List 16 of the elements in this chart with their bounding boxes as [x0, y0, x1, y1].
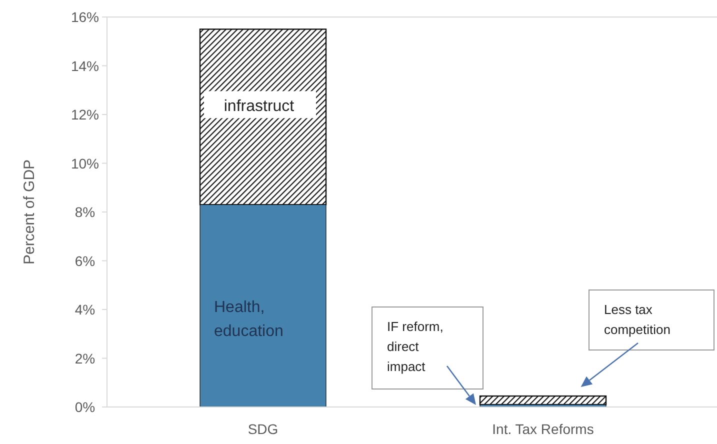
y-axis-title: Percent of GDP — [21, 159, 38, 265]
annotation: Less tax competition — [604, 302, 670, 337]
series-label: Health, education — [214, 299, 284, 340]
y-tick-label: 2% — [74, 350, 96, 366]
y-tick-label: 12% — [70, 106, 100, 122]
x-tick-label: SDG — [248, 421, 278, 437]
y-tick-label: 4% — [74, 302, 96, 318]
y-tick-label: 10% — [70, 155, 100, 172]
y-tick-label: 6% — [74, 252, 96, 269]
series-label: infrastruct — [224, 98, 295, 116]
y-tick-label: 8% — [74, 204, 96, 220]
annotation: IF reform, direct impact — [387, 319, 444, 374]
y-tick-label: 16% — [70, 9, 100, 25]
y-tick-label: 0% — [74, 399, 96, 415]
x-tick-label: Int. Tax Reforms — [492, 421, 594, 437]
y-tick-label: 14% — [70, 58, 100, 74]
